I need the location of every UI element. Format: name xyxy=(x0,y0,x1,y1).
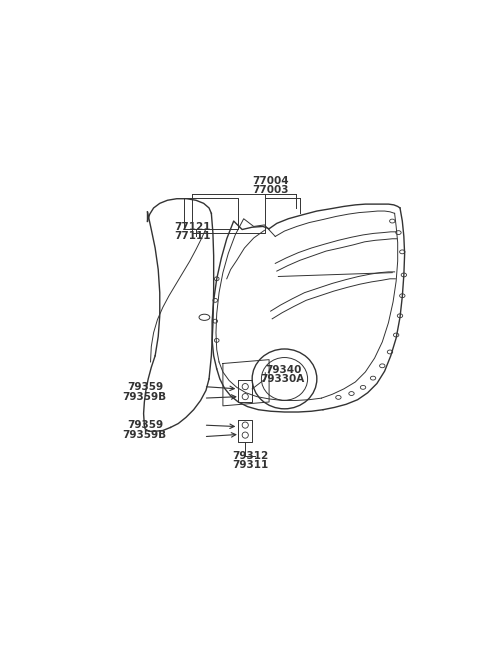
Text: 77004: 77004 xyxy=(252,176,289,186)
Text: 79340: 79340 xyxy=(265,365,301,375)
Text: 77121: 77121 xyxy=(174,222,211,233)
Text: 79330A: 79330A xyxy=(260,374,304,384)
Text: 79359B: 79359B xyxy=(122,392,166,402)
Text: 77111: 77111 xyxy=(174,231,211,242)
Text: 79312: 79312 xyxy=(232,451,268,461)
Text: 79359: 79359 xyxy=(127,420,164,430)
Text: 79359B: 79359B xyxy=(122,430,166,440)
Text: 79311: 79311 xyxy=(232,460,268,470)
Text: 79359: 79359 xyxy=(127,382,164,392)
Text: 77003: 77003 xyxy=(252,185,288,195)
